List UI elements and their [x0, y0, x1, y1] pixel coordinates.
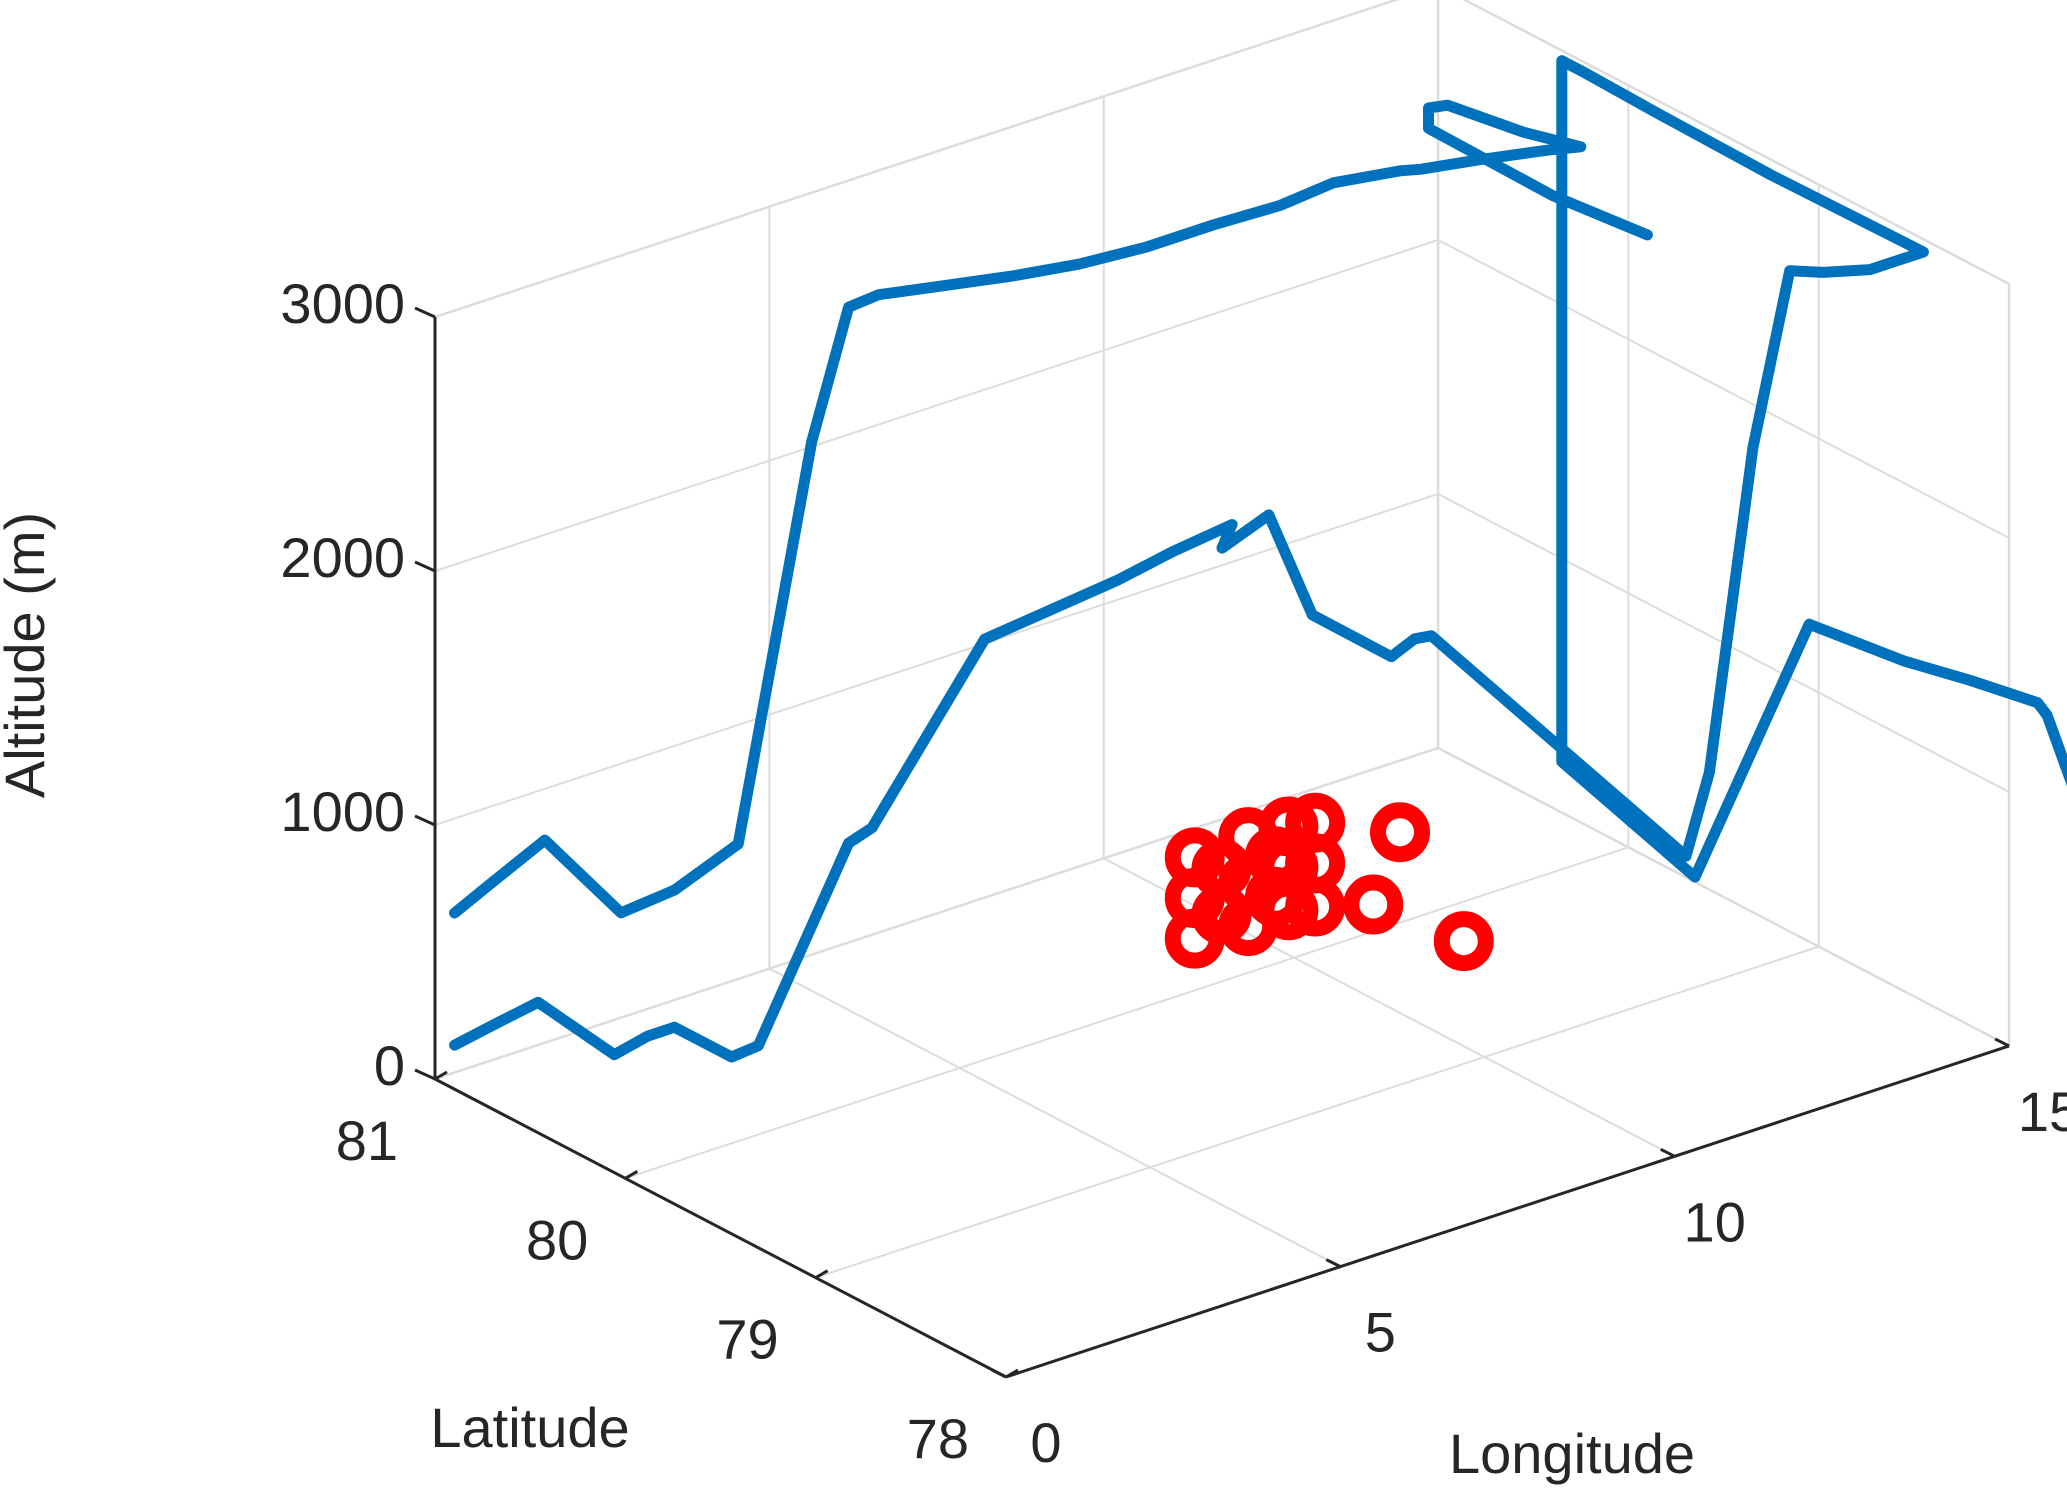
longitude-tick-label: 15 [2018, 1080, 2067, 1143]
longitude-tick [1660, 1147, 1676, 1158]
grid-line-altitude [1462, 0, 2010, 285]
box-edge [434, 0, 1400, 319]
y-axis-title: Latitude [430, 1396, 629, 1459]
grid-line-latitude [625, 846, 1629, 1180]
grid-line-latitude [815, 945, 1820, 1279]
latitude-tick [434, 1070, 448, 1081]
altitude-tick [414, 1068, 436, 1081]
red-marker [1191, 884, 1252, 945]
grid-line-altitude [1437, 239, 2010, 539]
grid-line-altitude [434, 0, 1399, 318]
latitude-tick [624, 1170, 639, 1180]
flight-track-line-2 [449, 99, 1653, 919]
tick-marks [414, 306, 2010, 1379]
grid-line-altitude [1437, 747, 2010, 1047]
grid-line-altitude [434, 493, 1439, 826]
longitude-tick-label: 10 [1684, 1190, 1746, 1253]
red-marker [1370, 802, 1431, 863]
z-axis-title: Altitude (m) [0, 512, 56, 798]
longitude-tick [1325, 1258, 1342, 1268]
longitude-axis-line [1005, 1044, 2010, 1379]
x-axis-title: Longitude [1449, 1422, 1695, 1485]
longitude-tick [1994, 1037, 2010, 1048]
tick-labels: 0 5 10 15 78 79 80 81 0 1000 2000 3000 [280, 272, 2067, 1474]
altitude-tick-label: 1000 [280, 780, 405, 843]
latitude-tick [814, 1269, 829, 1279]
red-marker [1245, 866, 1306, 927]
longitude-tick-label: 5 [1365, 1301, 1396, 1364]
latitude-axis-line [434, 1077, 1007, 1379]
latitude-tick-label: 80 [526, 1208, 588, 1271]
box-edge [1462, 0, 2010, 286]
red-marker [1343, 874, 1404, 935]
longitude-tick [991, 1368, 1007, 1379]
axis-lines [433, 317, 2010, 1379]
flight-track-line-1 [449, 55, 2067, 1063]
altitude-tick [414, 560, 436, 573]
altitude-tick-label: 0 [374, 1034, 405, 1097]
latitude-tick-label: 79 [716, 1308, 778, 1371]
red-marker [1433, 911, 1494, 972]
altitude-tick [414, 814, 436, 827]
grid-line-altitude [434, 239, 1439, 572]
altitude-tick-label: 2000 [280, 526, 405, 589]
data-series [449, 55, 2067, 1063]
latitude-tick-label: 81 [336, 1109, 398, 1172]
altitude-tick-label: 3000 [280, 272, 405, 335]
latitude-tick [1005, 1368, 1019, 1379]
longitude-tick-label: 0 [1030, 1411, 1061, 1474]
grid-line-longitude [768, 967, 1341, 1268]
altitude-tick [414, 306, 436, 319]
latitude-tick-label: 78 [907, 1407, 969, 1470]
grid-lines [434, 0, 2011, 1378]
